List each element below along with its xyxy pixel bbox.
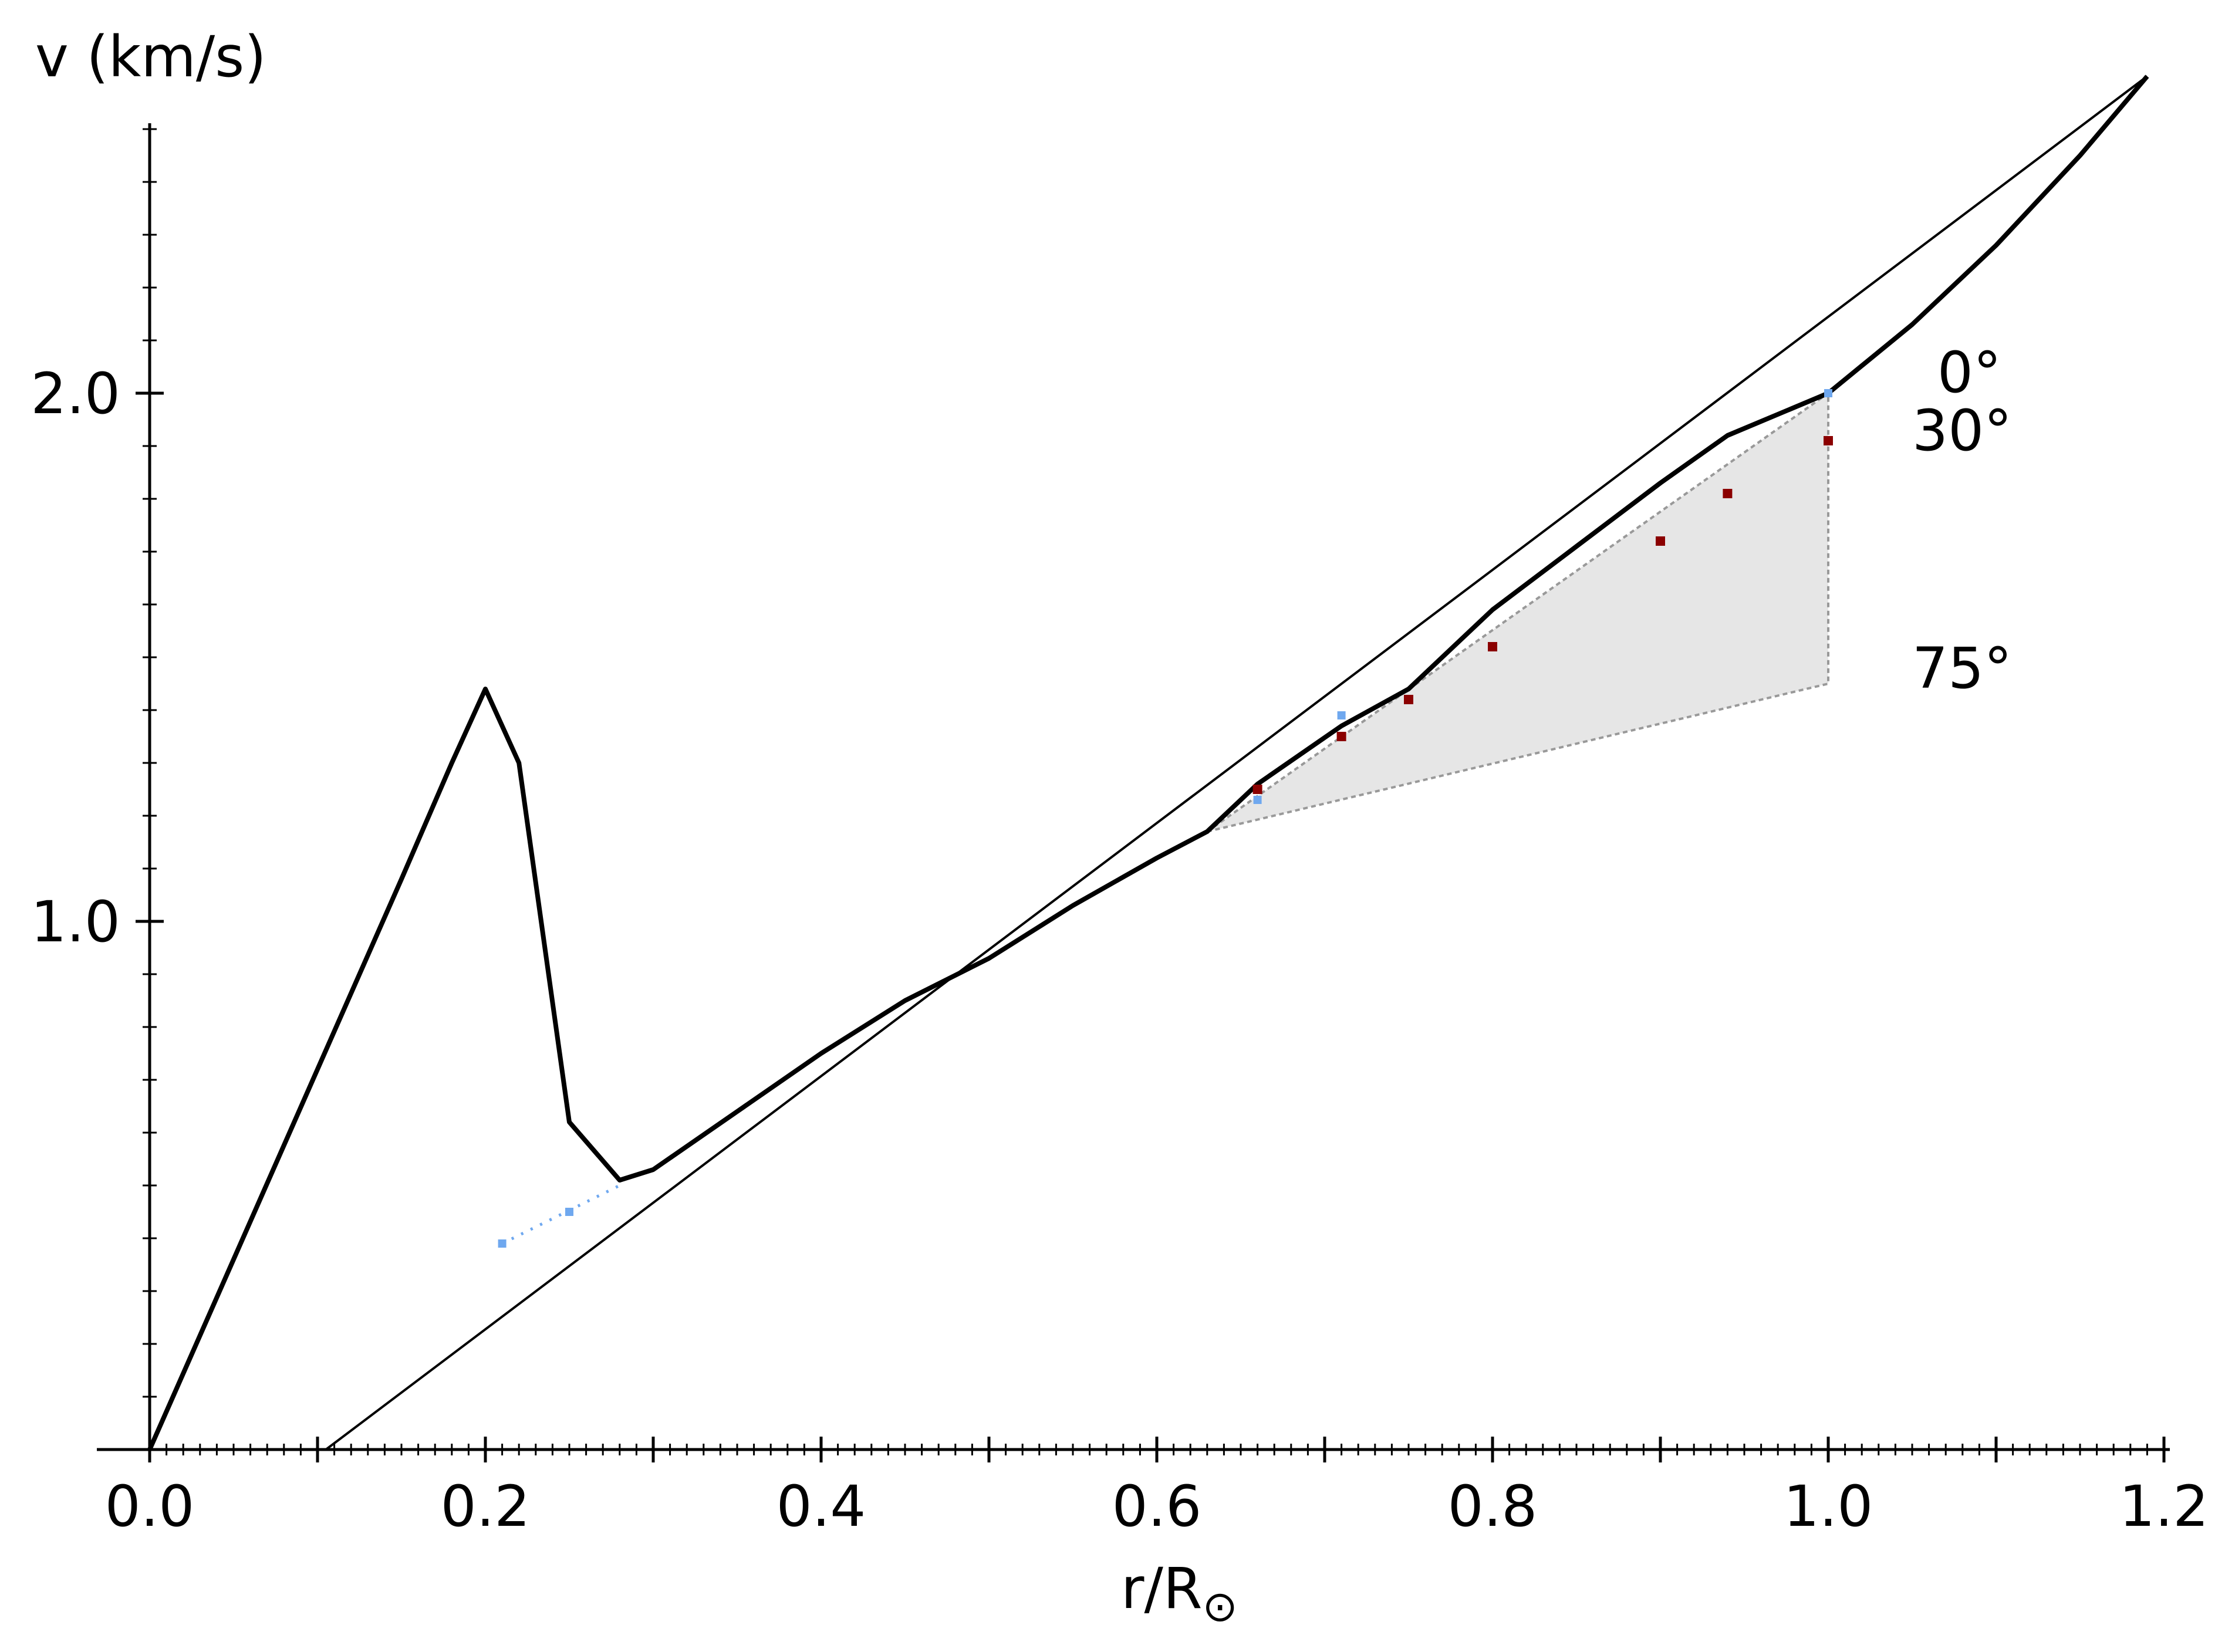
series-layer xyxy=(147,75,2149,1451)
x-tick-label: 0.4 xyxy=(776,1474,866,1539)
angle-label: 0° xyxy=(1937,340,2001,406)
x-axis-label-subscript: ⊙ xyxy=(1203,1582,1238,1631)
red-data-point xyxy=(1404,695,1413,704)
red-data-point xyxy=(1723,489,1733,498)
red-data-point xyxy=(1336,732,1346,741)
y-axis-label: v (km/s) xyxy=(35,24,266,90)
y-tick-label: 2.0 xyxy=(31,361,120,427)
x-tick-label: 0.6 xyxy=(1112,1474,1202,1539)
blue-data-point xyxy=(1337,711,1346,719)
x-axis-label: r/R⊙ xyxy=(1121,1556,1238,1631)
angle-label: 75° xyxy=(1912,636,2012,701)
reference-line xyxy=(325,75,2148,1451)
x-tick-label: 1.0 xyxy=(1784,1474,1873,1539)
y-tick-label: 1.0 xyxy=(31,889,120,955)
red-data-point xyxy=(1488,642,1497,651)
blue-dotted-line xyxy=(501,1184,620,1245)
points-layer xyxy=(498,389,1833,1248)
blue-data-point xyxy=(565,1208,573,1216)
blue-data-point xyxy=(1824,389,1832,397)
shaded-region xyxy=(1206,391,1829,833)
x-tick-label: 0.8 xyxy=(1448,1474,1538,1539)
x-tick-label: 0.2 xyxy=(441,1474,531,1539)
x-tick-label: 0.0 xyxy=(105,1474,195,1539)
red-data-point xyxy=(1252,785,1262,794)
blue-data-point xyxy=(498,1239,507,1248)
x-axis-label-main: r/R xyxy=(1121,1556,1203,1621)
x-tick-label: 1.2 xyxy=(2119,1474,2209,1539)
red-data-point xyxy=(1656,536,1665,546)
red-data-point xyxy=(1824,436,1833,445)
blue-data-point xyxy=(1253,796,1262,804)
axes-layer xyxy=(97,123,2170,1462)
text-layer: v (km/s) r/R⊙ 0.0 0.2 0.4 0.6 0.8 1.0 1.2 1.0 2.… xyxy=(31,24,2209,1631)
rotation-curve-line xyxy=(147,75,2149,1451)
angle-label: 30° xyxy=(1912,398,2012,464)
shaded-region-layer xyxy=(1206,391,1829,833)
